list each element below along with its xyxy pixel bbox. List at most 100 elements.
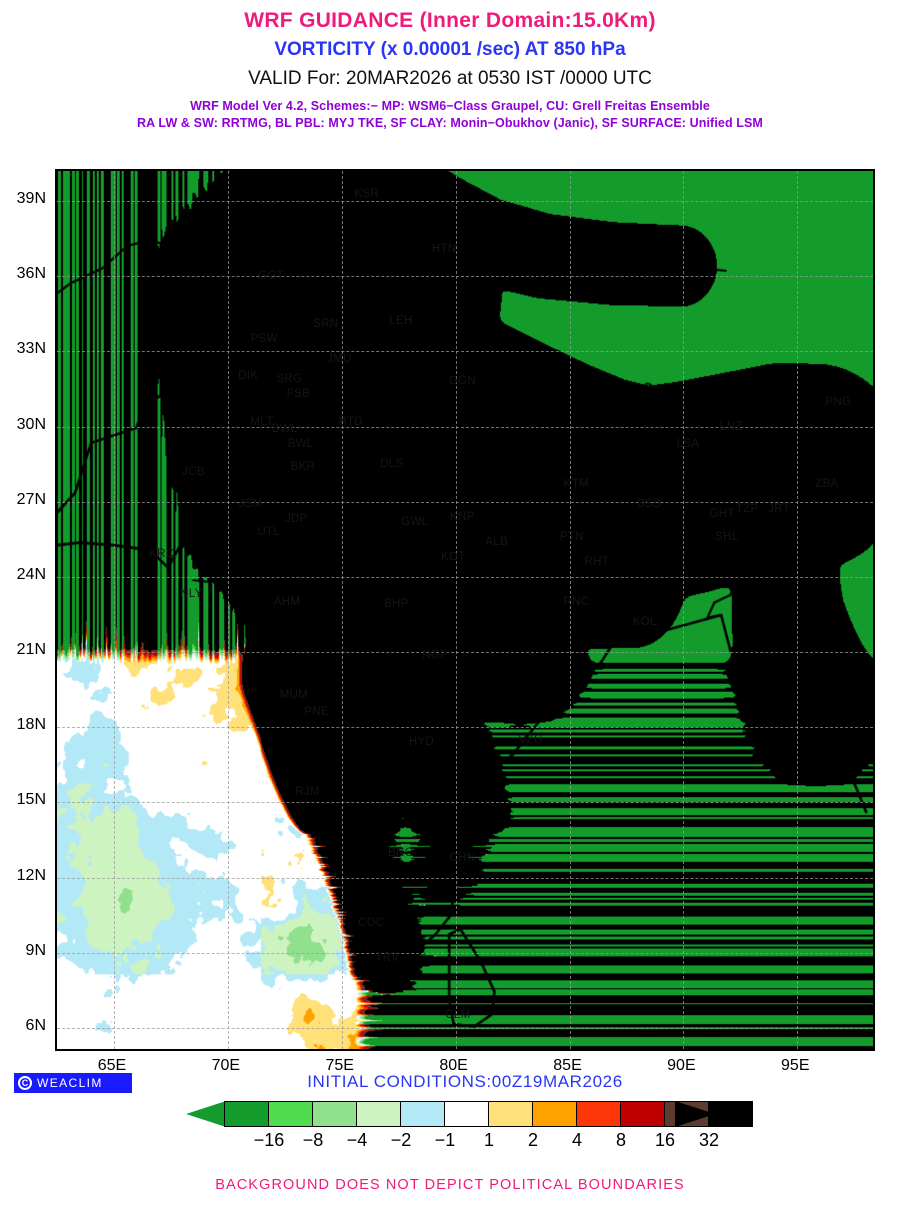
gridline-lon [227, 171, 229, 1049]
city-label: GGN [448, 375, 476, 388]
city-label: KNP [450, 510, 475, 523]
colorbar-swatch [444, 1101, 489, 1127]
axis-label-latitude: 21N [16, 641, 46, 659]
city-label: AHM [273, 595, 301, 608]
gridline-lat [57, 1027, 873, 1029]
page-title: WRF GUIDANCE (Inner Domain:15.0Km) [244, 9, 656, 32]
city-label: COC [358, 916, 385, 929]
colorbar-tick-label: 32 [698, 1130, 720, 1150]
header-block: WRF GUIDANCE (Inner Domain:15.0Km) VORTI… [0, 9, 900, 130]
city-label: GWL [401, 515, 429, 528]
copyright-circle-icon: C [18, 1076, 32, 1090]
scheme-line-2: RA LW & SW: RRTMG, BL PBL: MYJ TKE, SF C… [137, 116, 763, 130]
colorbar-tick-label: −4 [346, 1130, 368, 1150]
city-label: BWL [271, 423, 298, 436]
axis-label-longitude: 70E [211, 1057, 241, 1074]
gridline-lat [57, 276, 873, 278]
tick-mark-lon [114, 1049, 116, 1051]
city-label: PSW [250, 332, 278, 345]
colorbar-tick-label: 2 [527, 1130, 538, 1150]
city-label: CLM [445, 1009, 471, 1022]
city-label: MLT [250, 415, 274, 428]
tick-mark-lat [55, 877, 57, 879]
scheme-line-1: WRF Model Ver 4.2, Schemes:− MP: WSM6−Cl… [190, 99, 710, 113]
city-label: MUM [279, 688, 309, 701]
gridline-lat [57, 652, 873, 654]
tick-mark-lat [55, 576, 57, 578]
colorbar-tick-label: 4 [571, 1130, 582, 1150]
tick-mark-lat [55, 200, 57, 202]
gridline-lat [57, 201, 873, 203]
city-label: BWL [287, 438, 314, 451]
axis-label-latitude: 18N [16, 716, 46, 734]
gridline-lat [57, 501, 873, 503]
city-label: JMU [327, 352, 352, 365]
city-label: RHT [584, 555, 610, 568]
gridline-lat [57, 952, 873, 954]
city-label: KOL [632, 616, 657, 629]
colorbar-swatch [532, 1101, 577, 1127]
axis-label-latitude: 15N [16, 791, 46, 809]
city-label: FSB [286, 388, 311, 400]
gridline-lon [797, 171, 799, 1049]
colorbar-swatch [224, 1101, 269, 1127]
city-label: BKR [290, 460, 316, 473]
map-plot-frame: KSR HTN GGT SRN LEH PSW JMU DIK SRG FSB GGN PNG MLT B… [55, 169, 875, 1051]
city-label: SHL [715, 530, 739, 543]
city-label: DLS [380, 458, 404, 471]
city-label: NLY [180, 588, 203, 601]
axis-label-longitude: 85E [553, 1057, 582, 1074]
axis-label-latitude: 30N [16, 415, 46, 433]
gridline-lat [57, 802, 873, 804]
city-label: TZP [735, 503, 759, 516]
colorbar-swatch [576, 1101, 621, 1127]
tick-mark-lon [570, 1049, 572, 1051]
city-label: VZG [518, 733, 544, 746]
city-label: UTL [257, 525, 281, 538]
axis-label-latitude: 33N [16, 340, 46, 358]
colorbar-cells [224, 1101, 753, 1127]
city-label: JSM [238, 498, 263, 511]
axis-label-longitude: 90E [667, 1057, 696, 1074]
axis-label-latitude: 24N [16, 565, 46, 583]
gridline-lat [57, 727, 873, 729]
axis-label-longitude: 65E [97, 1057, 127, 1074]
gridline-lat [57, 426, 873, 428]
city-label: LEH [389, 315, 413, 328]
colorbar-tick-label: −2 [390, 1130, 412, 1150]
colorbar-tick-label: 16 [654, 1130, 676, 1150]
weaclim-logo-badge: C WEACLIM [14, 1073, 132, 1093]
axis-label-longitude: 75E [325, 1057, 354, 1074]
city-label: PTN [559, 530, 584, 543]
axis-label-longitude: 80E [439, 1057, 468, 1074]
weaclim-label: WEACLIM [37, 1076, 103, 1090]
colorbar-swatch [620, 1101, 665, 1127]
city-label: KRC [149, 548, 175, 561]
city-label: KOT [441, 550, 466, 563]
city-label: JRT [768, 503, 790, 516]
tick-mark-lat [55, 501, 57, 503]
vorticity-heatmap-canvas [57, 171, 873, 1049]
tick-mark-lat [55, 350, 57, 352]
colorbar-tick-label: 1 [483, 1130, 494, 1150]
tick-mark-lat [55, 426, 57, 428]
colorbar-swatch [312, 1101, 357, 1127]
tick-mark-lat [55, 275, 57, 277]
colorbar-swatch [356, 1101, 401, 1127]
axis-label-latitude: 12N [16, 866, 46, 884]
colorbar-tick-label: −1 [434, 1130, 456, 1150]
colorbar-extend-low-arrow [186, 1101, 226, 1127]
city-label: SRN [313, 317, 339, 330]
city-label: RNC [563, 595, 590, 608]
city-label: BNG [388, 846, 414, 859]
city-label: BSD [636, 498, 662, 511]
city-label: HTN [431, 242, 457, 255]
colorbar-swatch [488, 1101, 533, 1127]
gridline-lon [455, 171, 457, 1049]
axis-label-longitude: 95E [781, 1057, 810, 1074]
city-label: HYD [408, 736, 435, 749]
disclaimer-text: BACKGROUND DOES NOT DEPICT POLITICAL BOU… [215, 1177, 685, 1193]
axis-label-latitude: 6N [25, 1016, 46, 1034]
tick-mark-lat [55, 801, 57, 803]
colorbar-swatch [708, 1101, 753, 1127]
